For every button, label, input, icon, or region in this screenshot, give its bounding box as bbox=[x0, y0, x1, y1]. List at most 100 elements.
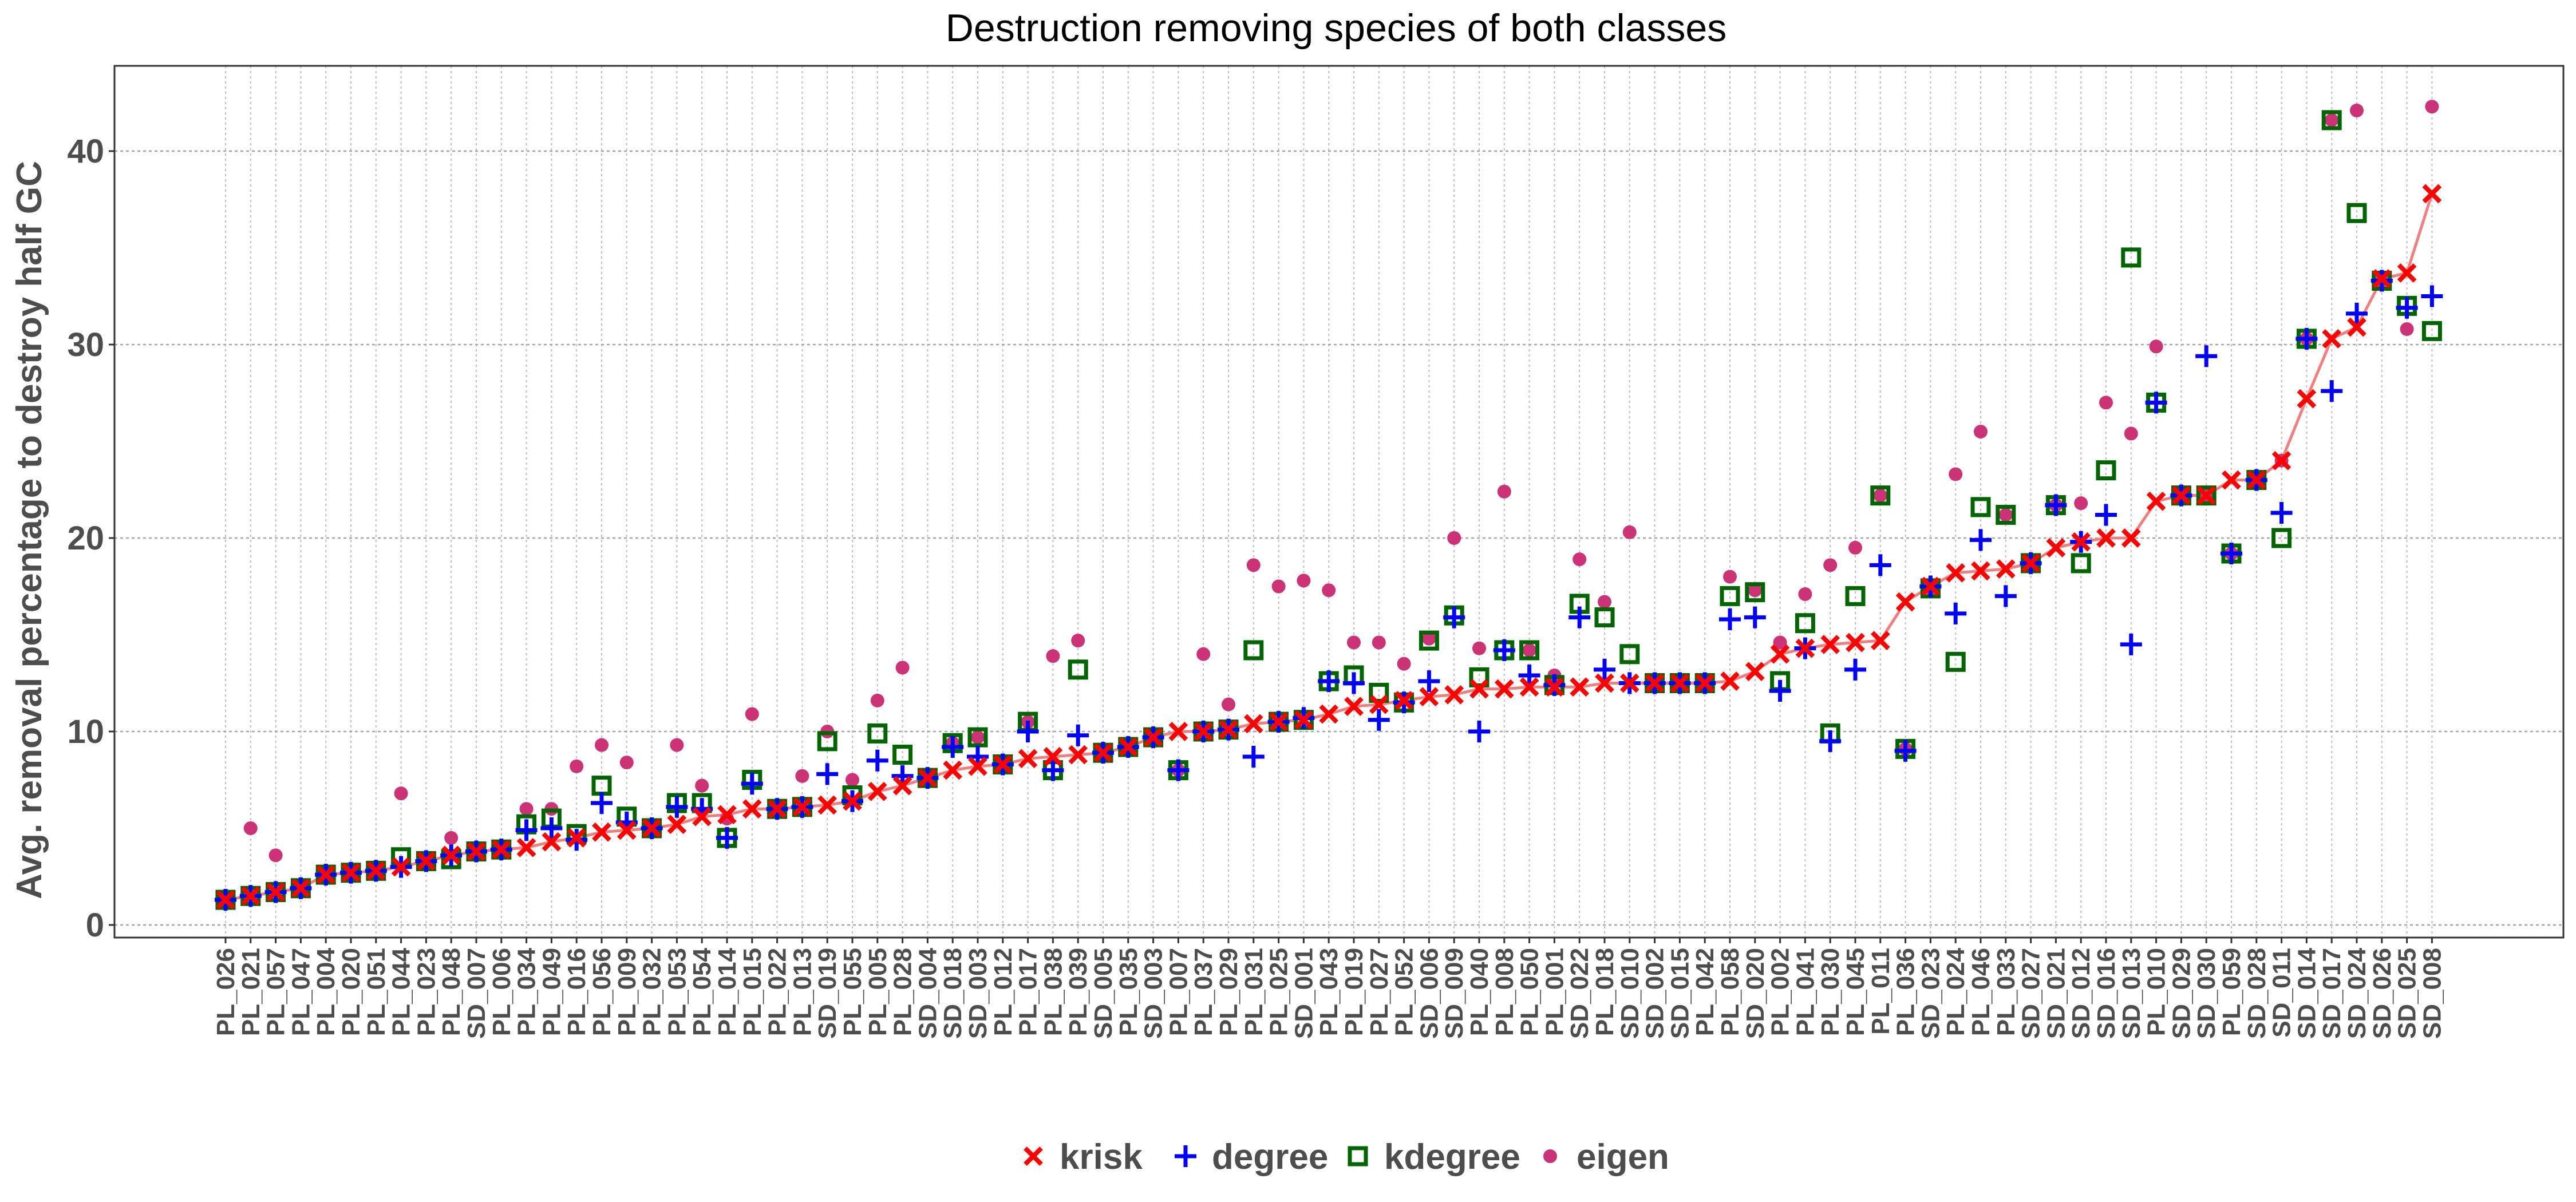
krisk-point bbox=[1895, 592, 1915, 612]
krisk-point bbox=[792, 797, 812, 817]
x-tick-label: SD_010 bbox=[1616, 948, 1644, 1039]
x-tick-label: PL_038 bbox=[1039, 948, 1067, 1036]
krisk-point bbox=[216, 890, 235, 910]
krisk-point bbox=[918, 768, 938, 788]
plot-frame bbox=[113, 65, 2565, 939]
kdegree-point bbox=[2196, 485, 2217, 506]
degree-point bbox=[1945, 602, 1967, 624]
x-tick-label: PL_040 bbox=[1465, 948, 1494, 1036]
x-tick-label: PL_036 bbox=[1892, 948, 1920, 1036]
eigen-point bbox=[1823, 558, 1838, 572]
eigen-point bbox=[1447, 531, 1461, 545]
eigen-point bbox=[1297, 574, 1311, 588]
degree-point bbox=[2421, 285, 2443, 307]
x-tick-label: SD_003 bbox=[964, 948, 992, 1039]
x-tick-label: PL_035 bbox=[1115, 948, 1143, 1036]
x-tick-label: SD_030 bbox=[2192, 948, 2221, 1039]
krisk-point bbox=[1544, 677, 1564, 697]
krisk-point bbox=[1118, 737, 1138, 757]
kdegree-point bbox=[2321, 110, 2342, 131]
krisk-point bbox=[1996, 559, 2016, 579]
degree-point bbox=[2270, 502, 2293, 524]
krisk-point bbox=[2146, 491, 2166, 511]
krisk-point bbox=[1870, 631, 1890, 650]
eigen-point bbox=[1472, 641, 1486, 655]
chart-title: Destruction removing species of both cla… bbox=[946, 6, 1726, 50]
eigen-point bbox=[1347, 635, 1361, 650]
degree-point bbox=[1167, 759, 1190, 781]
degree-point bbox=[1368, 709, 1390, 731]
kdegree-point bbox=[1870, 485, 1891, 506]
krisk-point bbox=[1519, 677, 1539, 697]
krisk-point bbox=[2422, 184, 2442, 204]
x-tick-label: SD_013 bbox=[2117, 948, 2146, 1039]
degree-point bbox=[1468, 721, 1490, 742]
legend-key-krisk bbox=[1024, 1146, 1043, 1166]
kdegree-point bbox=[892, 745, 913, 765]
eigen-point bbox=[670, 738, 684, 752]
kdegree-point bbox=[967, 727, 988, 748]
x-tick-label: PL_031 bbox=[1240, 948, 1268, 1036]
y-tick-label: 10 bbox=[67, 713, 104, 750]
x-tick-label: SD_003 bbox=[1140, 948, 1168, 1039]
x-tick-label: PL_011 bbox=[1867, 948, 1895, 1035]
krisk-point bbox=[1469, 679, 1489, 699]
degree-point bbox=[2095, 504, 2117, 526]
legend-item-krisk: krisk bbox=[1024, 1137, 1143, 1177]
krisk-point bbox=[1619, 673, 1639, 693]
degree-point bbox=[1042, 759, 1064, 781]
degree-point bbox=[1318, 670, 1340, 693]
eigen-point bbox=[745, 707, 759, 721]
degree-point bbox=[1067, 724, 1089, 746]
kdegree-point bbox=[1519, 640, 1540, 661]
x-tick-label: PL_037 bbox=[1190, 948, 1218, 1036]
krisk-point bbox=[266, 882, 286, 902]
krisk-point bbox=[1194, 722, 1214, 741]
eigen-point bbox=[2400, 322, 2414, 336]
y-axis-label: Avg. removal percentage to destroy half … bbox=[10, 161, 49, 899]
krisk-point bbox=[1043, 747, 1063, 766]
degree-point bbox=[1568, 606, 1591, 628]
krisk-point bbox=[1820, 635, 1840, 654]
kdegree-point bbox=[2071, 553, 2091, 574]
x-tick-label: SD_005 bbox=[1089, 948, 1117, 1039]
krisk-point bbox=[2297, 389, 2317, 409]
krisk-point bbox=[366, 861, 386, 881]
eigen-point bbox=[846, 773, 859, 787]
degree-point bbox=[2145, 392, 2167, 414]
krisk-point bbox=[1394, 691, 1414, 710]
eigen-point bbox=[1071, 634, 1085, 648]
y-axis: 0 10 20 30 40 bbox=[67, 133, 114, 944]
eigen-point bbox=[795, 769, 809, 783]
x-tick-label: SD_015 bbox=[1666, 948, 1694, 1039]
eigen-point bbox=[1848, 540, 1862, 555]
legend-label-degree: degree bbox=[1212, 1137, 1328, 1177]
krisk-point bbox=[1971, 561, 1990, 581]
x-tick-label: SD_029 bbox=[2167, 948, 2195, 1039]
x-tick-label: SD_021 bbox=[2042, 948, 2070, 1039]
krisk-point bbox=[240, 886, 260, 906]
x-tick-label: PL_056 bbox=[588, 948, 616, 1036]
x-tick-label: SD_007 bbox=[463, 948, 491, 1039]
kdegree-point bbox=[1469, 667, 1490, 687]
legend-label-eigen: eigen bbox=[1577, 1137, 1669, 1177]
x-tick-label: PL_019 bbox=[1340, 948, 1368, 1036]
krisk-point bbox=[1294, 710, 1314, 730]
krisk-point bbox=[441, 845, 461, 865]
legend-key-degree bbox=[1175, 1145, 1196, 1167]
degree-point bbox=[1844, 658, 1866, 681]
x-tick-label: PL_012 bbox=[989, 948, 1017, 1036]
krisk-point bbox=[1921, 576, 1941, 596]
krisk-point bbox=[1645, 673, 1665, 693]
x-tick-label: PL_005 bbox=[864, 948, 892, 1036]
krisk-point bbox=[1243, 714, 1263, 734]
x-tick-label: PL_049 bbox=[538, 948, 566, 1036]
x-tick-label: SD_008 bbox=[2418, 948, 2446, 1039]
eigen-point bbox=[695, 778, 709, 793]
x-axis: PL_026PL_021PL_057PL_047PL_004PL_020PL_0… bbox=[212, 938, 2446, 1039]
kdegree-point bbox=[1970, 497, 1991, 517]
krisk-point bbox=[1494, 679, 1514, 699]
x-tick-label: SD_016 bbox=[2092, 948, 2120, 1039]
y-tick-label: 0 bbox=[86, 907, 104, 944]
